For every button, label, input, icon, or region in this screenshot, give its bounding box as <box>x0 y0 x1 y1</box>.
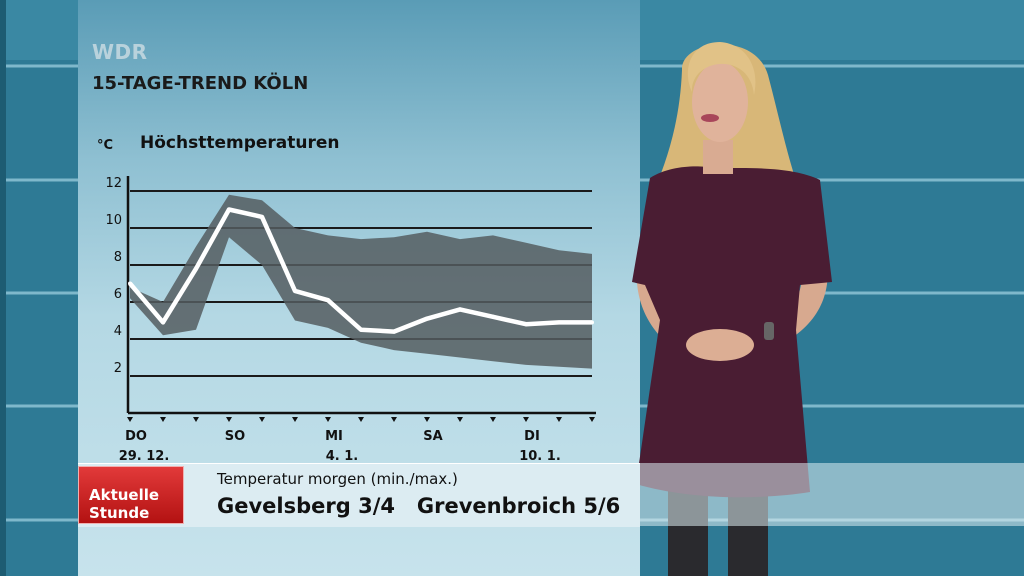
y-axis-unit: °C <box>97 138 113 153</box>
x-label-do: DO <box>125 429 147 444</box>
data-point-2 <box>161 320 165 325</box>
x-tick-11 <box>457 417 463 422</box>
y-tick-label-6: 6 <box>114 287 122 302</box>
data-point-11 <box>458 307 462 312</box>
graphic-title: 15-TAGE-TREND KÖLN <box>92 73 309 94</box>
x-label-di: DI <box>524 429 540 444</box>
x-tick-5 <box>259 417 265 422</box>
x-tick-6 <box>292 417 298 422</box>
data-point-10 <box>425 316 429 321</box>
news-ticker-extension <box>640 463 1024 526</box>
y-tick-label-2: 2 <box>114 361 122 376</box>
x-tick-12 <box>490 417 496 422</box>
data-point-12 <box>491 314 495 319</box>
x-tick-4 <box>226 417 232 422</box>
data-point-13 <box>524 322 528 327</box>
data-point-5 <box>260 214 264 219</box>
x-tick-3 <box>193 417 199 422</box>
x-date-mi: 4. 1. <box>326 449 359 464</box>
data-point-7 <box>326 298 330 303</box>
x-date-do: 29. 12. <box>119 449 170 464</box>
x-tick-14 <box>556 417 562 422</box>
program-logo-line2: Stunde <box>89 504 150 522</box>
x-tick-2 <box>160 417 166 422</box>
x-tick-9 <box>391 417 397 422</box>
ticker-text: Gevelsberg 3/4 Grevenbroich 5/6 <box>217 494 621 518</box>
x-tick-10 <box>424 417 430 422</box>
program-logo-line1: Aktuelle <box>89 486 160 504</box>
program-logo: Aktuelle Stunde <box>78 466 184 524</box>
chart-title: Höchsttemperaturen <box>140 133 340 153</box>
y-tick-label-12: 12 <box>105 176 122 191</box>
data-point-15 <box>590 320 594 325</box>
x-tick-15 <box>589 417 595 422</box>
x-tick-8 <box>358 417 364 422</box>
x-tick-13 <box>523 417 529 422</box>
uncertainty-band <box>130 194 592 369</box>
y-tick-label-4: 4 <box>114 324 122 339</box>
x-tick-7 <box>325 417 331 422</box>
x-tick-1 <box>127 417 133 422</box>
y-tick-label-10: 10 <box>105 213 122 228</box>
y-tick-label-8: 8 <box>114 250 122 265</box>
data-point-8 <box>359 327 363 332</box>
x-label-so: SO <box>225 429 245 444</box>
data-point-4 <box>227 207 231 212</box>
data-point-1 <box>128 281 132 286</box>
x-date-di: 10. 1. <box>519 449 561 464</box>
ticker-heading: Temperatur morgen (min./max.) <box>217 470 458 488</box>
broadcaster-logo: WDR <box>92 40 148 64</box>
data-point-3 <box>194 266 198 271</box>
x-label-mi: MI <box>325 429 343 444</box>
data-point-9 <box>392 329 396 334</box>
data-point-6 <box>293 288 297 293</box>
data-point-14 <box>557 320 561 325</box>
x-label-sa: SA <box>423 429 442 444</box>
